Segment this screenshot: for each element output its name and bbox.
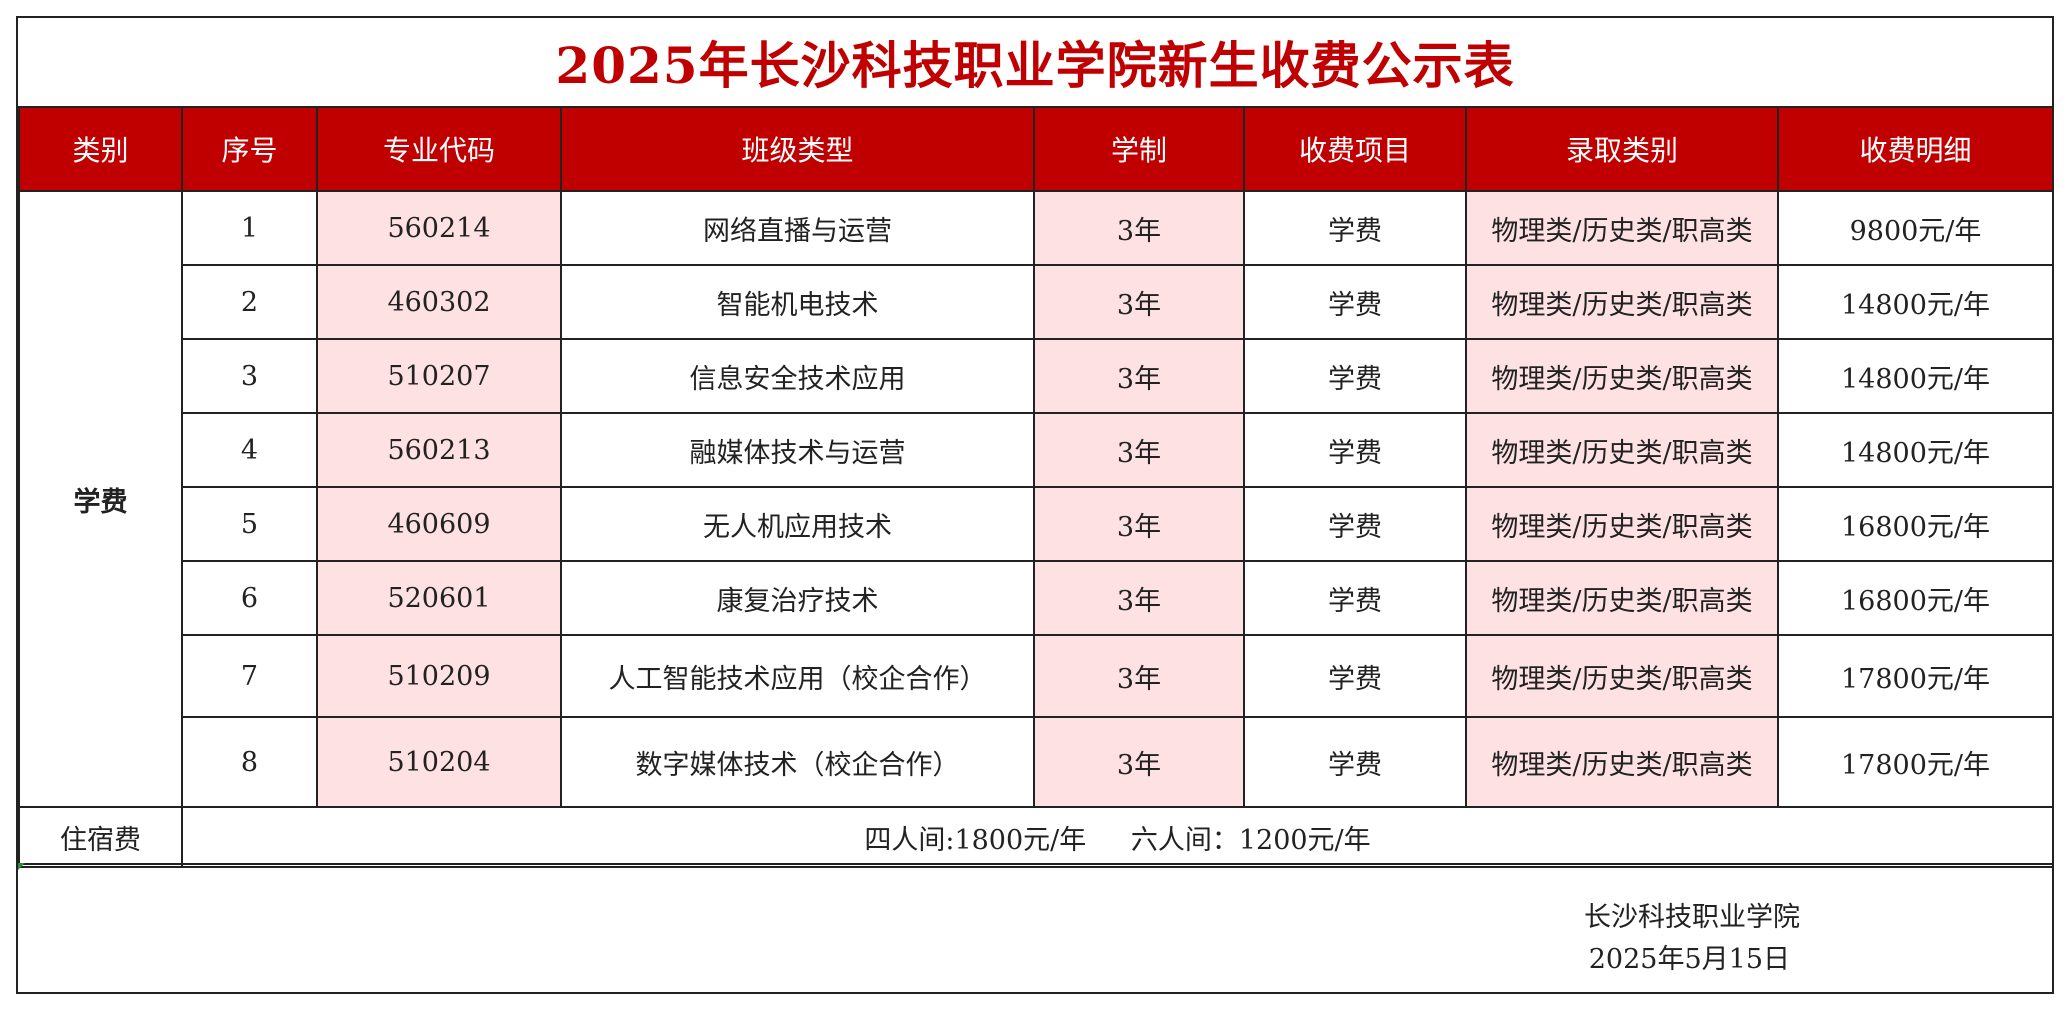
header-fee-item: 收费项目 — [1243, 106, 1467, 192]
row-number: 5 — [181, 486, 318, 562]
lodging-six-person: 六人间：1200元/年 — [1130, 824, 1371, 856]
issuer-name: 长沙科技职业学院 — [1584, 902, 1800, 933]
admission-type: 物理类/历史类/职高类 — [1465, 560, 1779, 636]
duration: 3年 — [1033, 338, 1245, 414]
row-number: 6 — [181, 560, 318, 636]
major-code: 560213 — [316, 412, 562, 488]
fee-sheet: 2025年长沙科技职业学院新生收费公示表 类别 序号 专业代码 班级类型 学制 … — [16, 16, 2054, 994]
admission-type: 物理类/历史类/职高类 — [1465, 486, 1779, 562]
fee-item: 学费 — [1243, 560, 1467, 636]
lodging-four-person: 四人间:1800元/年 — [864, 824, 1087, 856]
table-header-row: 类别 序号 专业代码 班级类型 学制 收费项目 录取类别 收费明细 — [18, 106, 2054, 192]
table-row: 8 510204 数字媒体技术（校企合作） 3年 学费 物理类/历史类/职高类 … — [19, 716, 2054, 808]
major-code: 510207 — [316, 338, 562, 414]
header-admission-type: 录取类别 — [1465, 106, 1779, 192]
header-class-type: 班级类型 — [560, 106, 1035, 192]
admission-type: 物理类/历史类/职高类 — [1465, 412, 1779, 488]
fee-item: 学费 — [1243, 412, 1467, 488]
table-row: 学费 1 560214 网络直播与运营 3年 学费 物理类/历史类/职高类 98… — [18, 190, 2054, 808]
fee-table: 类别 序号 专业代码 班级类型 学制 收费项目 录取类别 收费明细 学费 1 5… — [18, 106, 2054, 868]
class-type: 融媒体技术与运营 — [560, 412, 1035, 488]
fee-item: 学费 — [1243, 716, 1467, 808]
duration: 3年 — [1033, 264, 1245, 340]
row-number: 1 — [181, 190, 318, 266]
sheet-title: 2025年长沙科技职业学院新生收费公示表 — [555, 36, 1515, 95]
row-number: 7 — [181, 634, 318, 718]
fee-item: 学费 — [1243, 338, 1467, 414]
major-code: 460609 — [316, 486, 562, 562]
fee-item: 学费 — [1243, 190, 1467, 266]
class-type: 网络直播与运营 — [560, 190, 1035, 266]
lodging-label: 住宿费 — [18, 806, 183, 868]
issue-date: 2025年5月15日 — [1588, 944, 1790, 975]
major-code: 510204 — [316, 716, 562, 808]
row-number: 4 — [181, 412, 318, 488]
admission-type: 物理类/历史类/职高类 — [1465, 264, 1779, 340]
admission-type: 物理类/历史类/职高类 — [1465, 190, 1779, 266]
row-number: 3 — [181, 338, 318, 414]
fee-detail: 16800元/年 — [1777, 560, 2054, 636]
class-type: 康复治疗技术 — [560, 560, 1035, 636]
header-duration: 学制 — [1033, 106, 1245, 192]
category-tuition-cell: 学费 — [18, 190, 183, 808]
fee-detail: 14800元/年 — [1777, 338, 2054, 414]
duration: 3年 — [1033, 634, 1245, 718]
duration: 3年 — [1033, 486, 1245, 562]
major-code: 520601 — [316, 560, 562, 636]
fee-detail: 14800元/年 — [1777, 264, 2054, 340]
fee-item: 学费 — [1243, 486, 1467, 562]
table-row: 2 460302 智能机电技术 3年 学费 物理类/历史类/职高类 14800元… — [19, 264, 2054, 340]
fee-item: 学费 — [1243, 634, 1467, 718]
table-row: 4 560213 融媒体技术与运营 3年 学费 物理类/历史类/职高类 1480… — [19, 412, 2054, 488]
class-type: 信息安全技术应用 — [560, 338, 1035, 414]
fee-detail: 16800元/年 — [1777, 486, 2054, 562]
header-major-code: 专业代码 — [316, 106, 562, 192]
lodging-row: 住宿费 四人间:1800元/年 六人间：1200元/年 — [18, 806, 2054, 868]
fee-item: 学费 — [1243, 264, 1467, 340]
duration: 3年 — [1033, 190, 1245, 266]
class-type: 数字媒体技术（校企合作） — [560, 716, 1035, 808]
fee-detail: 9800元/年 — [1777, 190, 2054, 266]
table-row: 6 520601 康复治疗技术 3年 学费 物理类/历史类/职高类 16800元… — [19, 560, 2054, 636]
class-type: 人工智能技术应用（校企合作） — [560, 634, 1035, 718]
duration: 3年 — [1033, 716, 1245, 808]
admission-type: 物理类/历史类/职高类 — [1465, 634, 1779, 718]
table-row: 5 460609 无人机应用技术 3年 学费 物理类/历史类/职高类 16800… — [19, 486, 2054, 562]
class-type: 智能机电技术 — [560, 264, 1035, 340]
header-fee-detail: 收费明细 — [1777, 106, 2054, 192]
table-row: 3 510207 信息安全技术应用 3年 学费 物理类/历史类/职高类 1480… — [19, 338, 2054, 414]
duration: 3年 — [1033, 412, 1245, 488]
major-code: 510209 — [316, 634, 562, 718]
footer-area: 长沙科技职业学院 2025年5月15日 — [18, 863, 2052, 993]
admission-type: 物理类/历史类/职高类 — [1465, 338, 1779, 414]
lodging-detail: 四人间:1800元/年 六人间：1200元/年 — [181, 806, 2054, 868]
major-code: 460302 — [316, 264, 562, 340]
fee-detail: 17800元/年 — [1777, 634, 2054, 718]
table-row: 7 510209 人工智能技术应用（校企合作） 3年 学费 物理类/历史类/职高… — [19, 634, 2054, 718]
header-number: 序号 — [181, 106, 318, 192]
major-code: 560214 — [316, 190, 562, 266]
cell-marker-icon — [18, 863, 25, 870]
row-number: 2 — [181, 264, 318, 340]
duration: 3年 — [1033, 560, 1245, 636]
header-category: 类别 — [18, 106, 183, 192]
class-type: 无人机应用技术 — [560, 486, 1035, 562]
admission-type: 物理类/历史类/职高类 — [1465, 716, 1779, 808]
fee-detail: 17800元/年 — [1777, 716, 2054, 808]
fee-detail: 14800元/年 — [1777, 412, 2054, 488]
row-number: 8 — [181, 716, 318, 808]
